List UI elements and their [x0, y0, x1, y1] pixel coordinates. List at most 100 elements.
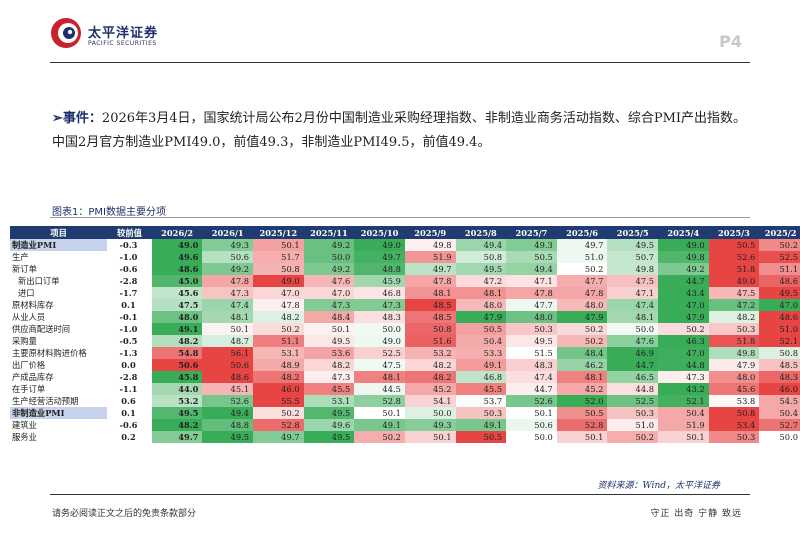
value-cell: 46.0 — [759, 383, 800, 395]
table-header-cell: 2025/3 — [708, 226, 760, 239]
value-cell: 50.8 — [708, 407, 760, 419]
value-cell: 47.2 — [455, 275, 507, 287]
value-cell: 49.8 — [607, 263, 659, 275]
figure-title: 图表1：PMI数据主要分项 — [52, 207, 166, 218]
value-cell: 47.4 — [506, 371, 557, 383]
value-cell: 52.0 — [556, 395, 608, 407]
change-cell: -2.8 — [119, 276, 138, 286]
value-cell: 50.5 — [708, 239, 760, 251]
value-cell: 51.0 — [556, 251, 608, 263]
value-cell: 49.2 — [202, 263, 254, 275]
value-cell: 47.9 — [658, 311, 709, 323]
table-row: 服务业 0.2 49.7 49.5 49.7 49.5 50.2 50.1 50.5 50.0 50… — [10, 431, 800, 443]
value-cell: 45.5 — [455, 383, 507, 395]
value-cell: 49.1 — [151, 323, 203, 335]
value-cell: 46.5 — [607, 371, 659, 383]
value-cell: 49.5 — [607, 239, 659, 251]
value-cell: 45.0 — [151, 275, 203, 287]
value-cell: 50.8 — [404, 323, 456, 335]
value-cell: 51.8 — [708, 335, 760, 347]
value-cell: 48.8 — [354, 263, 405, 275]
value-cell: 54.8 — [151, 347, 203, 359]
value-cell: 45.2 — [404, 383, 456, 395]
value-cell: 50.4 — [759, 407, 800, 419]
value-cell: 53.7 — [455, 395, 507, 407]
value-cell: 48.0 — [708, 371, 760, 383]
value-cell: 53.2 — [151, 395, 203, 407]
table-header-cell: 2025/11 — [303, 226, 355, 239]
value-cell: 48.2 — [253, 311, 304, 323]
value-cell: 47.3 — [202, 287, 254, 299]
value-cell: 55.5 — [253, 395, 304, 407]
value-cell: 50.5 — [455, 323, 507, 335]
value-cell: 50.3 — [455, 407, 507, 419]
value-cell: 52.8 — [556, 419, 608, 431]
value-cell: 50.3 — [708, 431, 760, 443]
row-label: 服务业 — [12, 432, 37, 442]
event-paragraph: ➢事件：2026年3月4日，国家统计局公布2月份中国制造业采购经理指数、非制造业… — [52, 107, 752, 155]
value-cell: 53.8 — [708, 395, 760, 407]
company-logo-icon — [51, 18, 81, 48]
value-cell: 51.0 — [759, 323, 800, 335]
value-cell: 49.5 — [303, 431, 355, 443]
value-cell: 54.1 — [404, 395, 456, 407]
table-row: 采购量 -0.5 48.2 48.7 51.1 49.5 49.0 51.6 50.4 49.5 5… — [10, 335, 800, 347]
value-cell: 48.6 — [759, 311, 800, 323]
value-cell: 50.4 — [658, 407, 709, 419]
row-label: 新订单 — [12, 264, 37, 274]
value-cell: 44.0 — [151, 383, 203, 395]
value-cell: 50.2 — [759, 239, 800, 251]
value-cell: 50.5 — [506, 251, 557, 263]
row-label: 采购量 — [12, 336, 37, 346]
value-cell: 47.4 — [202, 299, 254, 311]
value-cell: 47.0 — [658, 347, 709, 359]
value-cell: 46.3 — [658, 335, 709, 347]
value-cell: 51.9 — [658, 419, 709, 431]
value-cell: 47.8 — [202, 275, 254, 287]
value-cell: 50.0 — [354, 323, 405, 335]
value-cell: 49.4 — [455, 239, 507, 251]
value-cell: 50.3 — [506, 323, 557, 335]
value-cell: 50.1 — [506, 407, 557, 419]
pmi-table: 项目 较前值 2026/2 2026/1 2025/12 2025/11 2025/10 20… — [10, 226, 800, 443]
value-cell: 48.3 — [759, 371, 800, 383]
value-cell: 50.6 — [151, 359, 203, 371]
row-label: 供应商配送时间 — [12, 324, 71, 334]
value-cell: 43.2 — [658, 383, 709, 395]
value-cell: 47.8 — [506, 287, 557, 299]
value-cell: 52.1 — [658, 395, 709, 407]
value-cell: 45.6 — [708, 383, 760, 395]
value-cell: 52.5 — [354, 347, 405, 359]
change-cell: -0.1 — [119, 312, 138, 322]
change-cell: -0.5 — [119, 336, 138, 346]
value-cell: 50.2 — [253, 407, 304, 419]
value-cell: 51.1 — [253, 335, 304, 347]
value-cell: 47.0 — [759, 299, 800, 311]
value-cell: 49.4 — [202, 407, 254, 419]
value-cell: 52.8 — [253, 419, 304, 431]
value-cell: 49.1 — [455, 419, 507, 431]
row-label: 原材料库存 — [12, 300, 54, 310]
header-divider — [50, 62, 750, 63]
value-cell: 44.5 — [354, 383, 405, 395]
value-cell: 49.3 — [404, 419, 456, 431]
value-cell: 50.2 — [253, 323, 304, 335]
value-cell: 49.0 — [708, 275, 760, 287]
value-cell: 51.8 — [708, 263, 760, 275]
change-cell: 0.2 — [121, 432, 136, 442]
value-cell: 47.6 — [607, 335, 659, 347]
value-cell: 48.2 — [253, 371, 304, 383]
value-cell: 48.6 — [759, 275, 800, 287]
value-cell: 49.8 — [404, 239, 456, 251]
row-label: 从业人员 — [12, 312, 46, 322]
value-cell: 51.1 — [759, 263, 800, 275]
value-cell: 50.5 — [455, 431, 507, 443]
value-cell: 48.4 — [303, 311, 355, 323]
value-cell: 48.2 — [151, 419, 203, 431]
table-header-cell: 2025/12 — [253, 226, 304, 239]
table-row: 建筑业 -0.6 48.2 48.8 52.8 49.6 49.1 49.3 49.1 50.6 5… — [10, 419, 800, 431]
value-cell: 47.1 — [607, 287, 659, 299]
value-cell: 49.7 — [354, 251, 405, 263]
value-cell: 49.7 — [556, 239, 608, 251]
value-cell: 48.1 — [202, 311, 254, 323]
